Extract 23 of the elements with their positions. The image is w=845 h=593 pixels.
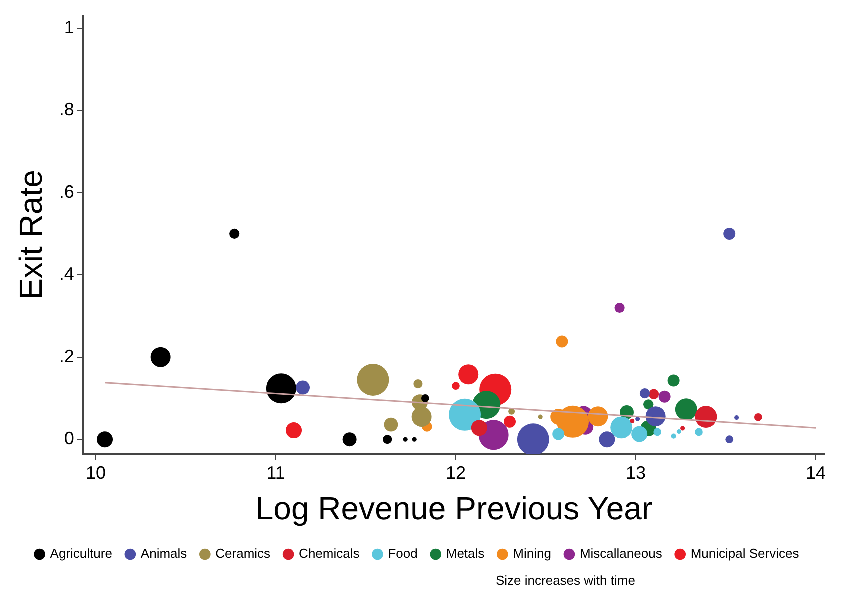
y-tick-label: 1 — [64, 17, 74, 38]
x-tick-label: 11 — [266, 462, 286, 483]
legend-label: Miscallaneous — [580, 546, 663, 562]
legend-label: Food — [388, 546, 418, 562]
x-tick-label: 13 — [626, 462, 646, 483]
x-tick-label: 12 — [446, 462, 466, 483]
legend-label: Ceramics — [216, 546, 272, 562]
legend-label: Chemicals — [299, 546, 360, 562]
y-tick-label: .4 — [59, 264, 74, 284]
legend-label: Municipal Services — [690, 546, 800, 562]
x-tick-label: 14 — [806, 462, 826, 483]
legend-label: Metals — [446, 546, 486, 562]
y-tick-label: .2 — [59, 346, 74, 366]
x-tick-label: 10 — [86, 462, 106, 483]
y-tick-label: 0 — [64, 428, 74, 449]
y-tick-label: .8 — [59, 100, 74, 120]
x-axis-title: Log Revenue Previous Year — [256, 490, 653, 527]
legend-label: Animals — [140, 546, 188, 562]
text: Size increases with time — [496, 573, 636, 588]
legend-label: Mining — [513, 546, 552, 562]
y-tick-label: .6 — [59, 182, 74, 202]
y-axis-title: Exit Rate — [13, 170, 50, 300]
legend-label: Agriculture — [50, 546, 112, 562]
